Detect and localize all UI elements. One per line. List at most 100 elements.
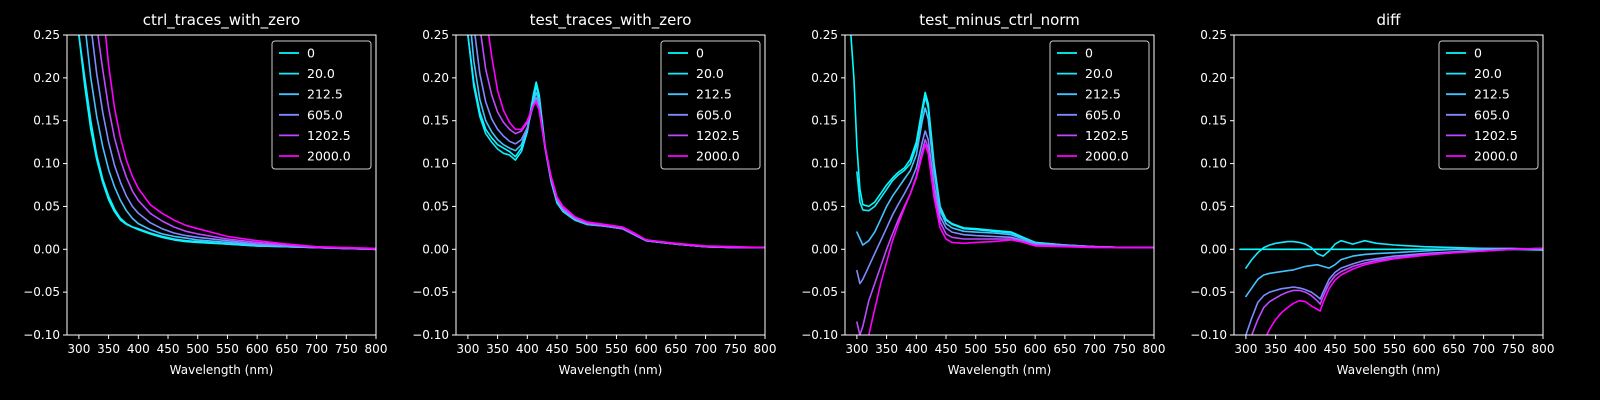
legend: 0 20.0 212.5 605.0 1202.5 2000.0 [271,40,372,170]
y-tick-label: 0.15 [1200,114,1227,128]
series-lines [1239,239,1543,335]
series-line-212.5 [856,107,1154,249]
legend-label: 0 [307,46,315,61]
x-axis-label: Wavelength (nm) [948,363,1052,377]
series-line-1202.5 [1251,247,1543,335]
series-line-212.5 [1245,247,1543,298]
x-tick-label: 700 [694,342,717,356]
x-tick-label: 400 [1294,342,1317,356]
axes-frame [844,34,1155,336]
x-tick-label: 400 [127,342,150,356]
x-tick-label: 450 [935,342,958,356]
y-tick-label: 0.25 [422,28,449,42]
x-tick-label: 450 [546,342,569,356]
y-tick-label: 0.20 [33,71,60,85]
x-tick-label: 550 [994,342,1017,356]
y-tick-label: 0.25 [811,28,838,42]
x-tick-label: 800 [1143,342,1166,356]
y-tick-label: 0.10 [811,157,838,171]
chart-panel-3: test_minus_ctrl_norm 300 350 400 450 500 550 60… [801,11,1165,377]
x-tick-label: 500 [575,342,598,356]
series-line-1202.5 [97,35,376,251]
x-tick-label: 750 [1502,342,1525,356]
legend-label: 20.0 [1474,66,1502,81]
y-tick-label: 0.10 [422,157,449,171]
x-tick-label: 300 [67,342,90,356]
legend-label: 605.0 [1085,107,1121,122]
y-tick-label: 0.05 [422,199,449,213]
x-tick-label: 600 [1024,342,1047,356]
y-tick-label: 0.05 [33,199,60,213]
x-tick-label: 600 [246,342,269,356]
x-tick-label: 450 [157,342,180,356]
x-tick-label: 750 [335,342,358,356]
y-tick-label: 0.15 [33,114,60,128]
x-tick-label: 550 [1383,342,1406,356]
y-tick-label: 0.05 [811,199,838,213]
x-tick-label: 650 [1053,342,1076,356]
legend-label: 20.0 [307,66,335,81]
chart-panel-1: ctrl_traces_with_zero 300 350 400 450 500 550 6… [23,11,387,377]
x-axis-label: Wavelength (nm) [170,363,274,377]
y-tick-label: −0.05 [1190,285,1227,299]
x-tick-label: 650 [664,342,687,356]
x-tick-label: 350 [97,342,120,356]
y-tick-label: 0.15 [811,114,838,128]
chart-title: diff [1376,11,1401,29]
x-tick-label: 450 [1324,342,1347,356]
y-tick-label: 0.10 [33,157,60,171]
x-tick-label: 350 [875,342,898,356]
axes-frame [66,34,377,336]
legend: 0 20.0 212.5 605.0 1202.5 2000.0 [660,40,761,170]
x-tick-label: 700 [1083,342,1106,356]
y-tick-label: −0.10 [23,328,60,342]
y-tick-label: −0.05 [23,285,60,299]
x-tick-label: 500 [186,342,209,356]
legend-label: 1202.5 [696,128,740,143]
y-tick-label: 0.00 [33,242,60,256]
series-lines [850,35,1154,335]
x-tick-label: 500 [1353,342,1376,356]
x-axis-label: Wavelength (nm) [559,363,663,377]
series-line-2000.0 [867,143,1154,335]
x-tick-label: 550 [605,342,628,356]
axes-frame [1233,34,1544,336]
y-tick-label: 0.25 [1200,28,1227,42]
x-tick-label: 700 [1472,342,1495,356]
x-tick-label: 400 [516,342,539,356]
x-tick-label: 600 [1413,342,1436,356]
legend-label: 212.5 [1474,87,1510,102]
legend: 0 20.0 212.5 605.0 1202.5 2000.0 [1438,40,1539,170]
series-line-20.0 [856,95,1154,249]
y-tick-label: 0.05 [1200,199,1227,213]
x-tick-label: 500 [964,342,987,356]
x-axis-label: Wavelength (nm) [1337,363,1441,377]
legend-label: 2000.0 [307,149,351,164]
y-tick-label: −0.10 [801,328,838,342]
legend-label: 2000.0 [1085,149,1129,164]
x-tick-label: 800 [754,342,777,356]
legend: 0 20.0 212.5 605.0 1202.5 2000.0 [1049,40,1150,170]
series-lines [78,35,376,251]
y-tick-label: 0.00 [422,242,449,256]
y-tick-label: 0.20 [422,71,449,85]
y-tick-label: 0.00 [811,242,838,256]
legend-label: 20.0 [696,66,724,81]
chart-title: test_minus_ctrl_norm [919,11,1080,30]
legend-label: 2000.0 [696,149,740,164]
y-tick-label: 0.10 [1200,157,1227,171]
x-tick-label: 350 [1264,342,1287,356]
legend-label: 0 [1085,46,1093,61]
y-tick-label: −0.05 [801,285,838,299]
chart-title: ctrl_traces_with_zero [143,11,300,30]
legend-label: 605.0 [1474,107,1510,122]
x-tick-label: 800 [1532,342,1555,356]
series-line-605.0 [91,35,376,251]
series-line-2000.0 [487,35,765,249]
x-tick-label: 400 [905,342,928,356]
series-line-605.0 [1245,247,1543,335]
legend-label: 1202.5 [307,128,351,143]
legend-label: 1202.5 [1474,128,1518,143]
series-line-2000.0 [104,35,376,250]
